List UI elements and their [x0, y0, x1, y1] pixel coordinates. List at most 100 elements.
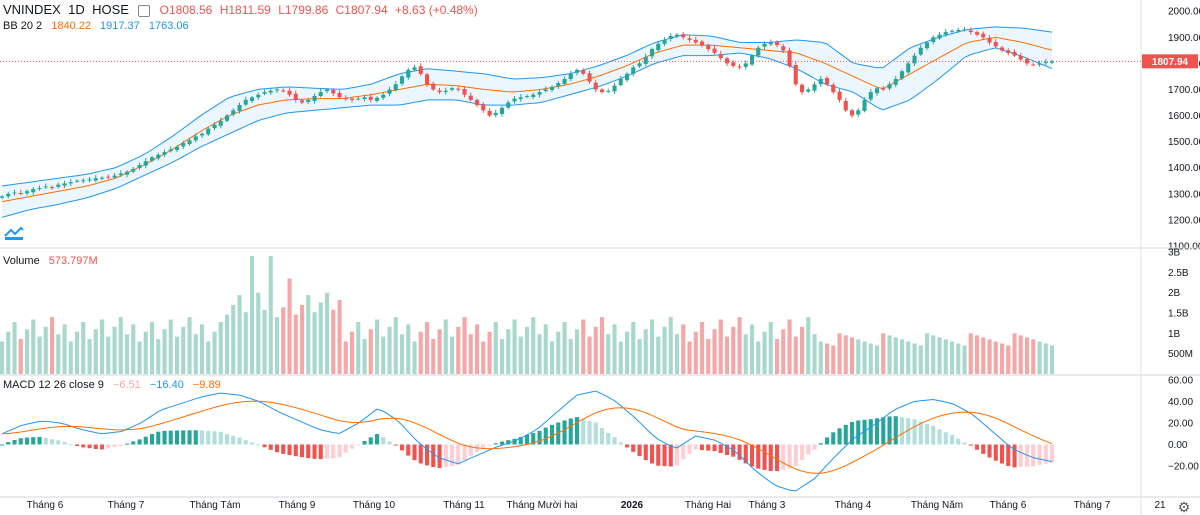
candle-body	[925, 42, 930, 49]
volume-bar	[650, 319, 655, 374]
volume-bar	[781, 329, 786, 374]
macd-tick-label: 0.00	[1168, 440, 1188, 451]
gear-icon[interactable]: ⚙	[1177, 499, 1191, 515]
volume-bar	[356, 322, 361, 374]
volume-bar	[500, 339, 505, 374]
candle-body	[112, 175, 117, 178]
bollinger-bands	[1, 26, 1053, 218]
macd-histogram-bar	[150, 434, 155, 445]
time-axis[interactable]: Tháng 6 Tháng 7 Tháng Tám Tháng 9 Tháng 10 Th…	[27, 500, 1166, 511]
price-axis[interactable]: 1100.00 1200.00 1300.00 1400.00 1500.00 1600.…	[1168, 7, 1200, 253]
candle-body	[537, 92, 542, 95]
macd-histogram-bar	[393, 444, 398, 446]
macd-histogram-bar	[131, 441, 136, 445]
candle-body	[962, 29, 967, 31]
bb-lower-line	[1, 47, 1053, 218]
volume-bar	[731, 326, 736, 374]
time-tick-label: Tháng 3	[749, 500, 786, 511]
candle-body	[268, 90, 273, 93]
candle-body	[712, 48, 717, 53]
macd-tick-label: 40.00	[1168, 397, 1193, 408]
macd-histogram-bar	[662, 444, 667, 467]
volume-bar	[118, 317, 123, 374]
macd-histogram-bar	[725, 444, 730, 455]
volume-bar	[1012, 333, 1017, 374]
volume-bar	[868, 343, 873, 374]
candle-body	[743, 63, 748, 67]
volume-bar	[18, 339, 23, 374]
volume-bar	[156, 339, 161, 374]
volume-bar	[43, 326, 48, 374]
macd-histogram-bar	[481, 444, 486, 449]
volume-bar	[725, 336, 730, 374]
volume-bar	[750, 324, 755, 374]
macd-histogram-bar	[381, 437, 386, 445]
macd-label[interactable]: MACD 12 26 close 9	[3, 379, 104, 391]
candle-body	[1018, 56, 1023, 60]
candle-body	[937, 34, 942, 39]
macd-histogram-bar	[506, 440, 511, 445]
macd-axis[interactable]: −20.00 0.00 20.00 40.00 60.00	[1168, 376, 1199, 473]
volume-bar	[925, 333, 930, 374]
volume-bar	[1037, 341, 1042, 374]
candle-body	[637, 63, 642, 67]
volume-bar	[312, 312, 317, 374]
macd-histogram-bar	[50, 439, 55, 445]
candle-body	[37, 188, 42, 190]
candle-body	[81, 180, 86, 182]
macd-histogram-bar	[718, 444, 723, 453]
volume-bar	[737, 317, 742, 374]
volume-axis[interactable]: 500M 1B 1.5B 2B 2.5B 3B	[1168, 248, 1193, 361]
macd-histogram-bar	[818, 443, 823, 445]
volume-tick-label: 1.5B	[1168, 309, 1189, 320]
time-tick-label: 2026	[621, 500, 644, 511]
volume-bar	[512, 319, 517, 374]
tradingview-logo-icon[interactable]	[3, 224, 25, 242]
candle-body	[593, 82, 598, 90]
macd-histogram-bar	[62, 442, 67, 445]
macd-histogram-bar	[193, 430, 198, 445]
candle-body	[731, 62, 736, 66]
volume-bar	[218, 322, 223, 374]
candle-body	[525, 96, 530, 97]
time-tick-label: Tháng Tám	[190, 500, 241, 511]
volume-bar	[87, 339, 92, 374]
macd-histogram-bar	[606, 432, 611, 445]
macd-histogram-bar	[450, 444, 455, 466]
macd-histogram-bar	[343, 444, 348, 453]
volume-bar	[393, 317, 398, 374]
macd-histogram-bar	[775, 444, 780, 472]
volume-bar	[706, 339, 711, 374]
macd-histogram-bar	[912, 419, 917, 445]
price-tick-label: 2000.00	[1168, 7, 1200, 18]
candle-body	[256, 94, 261, 98]
candle-body	[12, 192, 17, 194]
volume-bar	[68, 341, 73, 374]
candle-body	[168, 149, 173, 152]
macd-histogram-bar	[625, 444, 630, 448]
macd-histogram-bar	[787, 444, 792, 469]
volume-bar	[550, 341, 555, 374]
symbol-name[interactable]: VNINDEX	[3, 2, 61, 17]
volume-bar	[775, 339, 780, 374]
volume-bar	[450, 336, 455, 374]
candle-body	[468, 95, 473, 100]
macd-histogram-bar	[368, 437, 373, 445]
candle-body	[331, 90, 336, 94]
volume-bar	[937, 337, 942, 374]
macd-histogram-bar	[237, 437, 242, 445]
eye-icon[interactable]	[138, 4, 151, 17]
bb-label[interactable]: BB 20 2	[3, 20, 43, 32]
macd-histogram-bar	[543, 427, 548, 445]
volume-label[interactable]: Volume	[3, 255, 40, 267]
interval[interactable]: 1D	[68, 2, 85, 17]
candle-body	[787, 50, 792, 66]
macd-histogram-bar	[75, 444, 80, 446]
volume-bar	[31, 319, 36, 374]
candle-body	[443, 90, 448, 93]
volume-bar	[587, 336, 592, 374]
volume-bar	[718, 319, 723, 374]
volume-bar	[362, 339, 367, 374]
